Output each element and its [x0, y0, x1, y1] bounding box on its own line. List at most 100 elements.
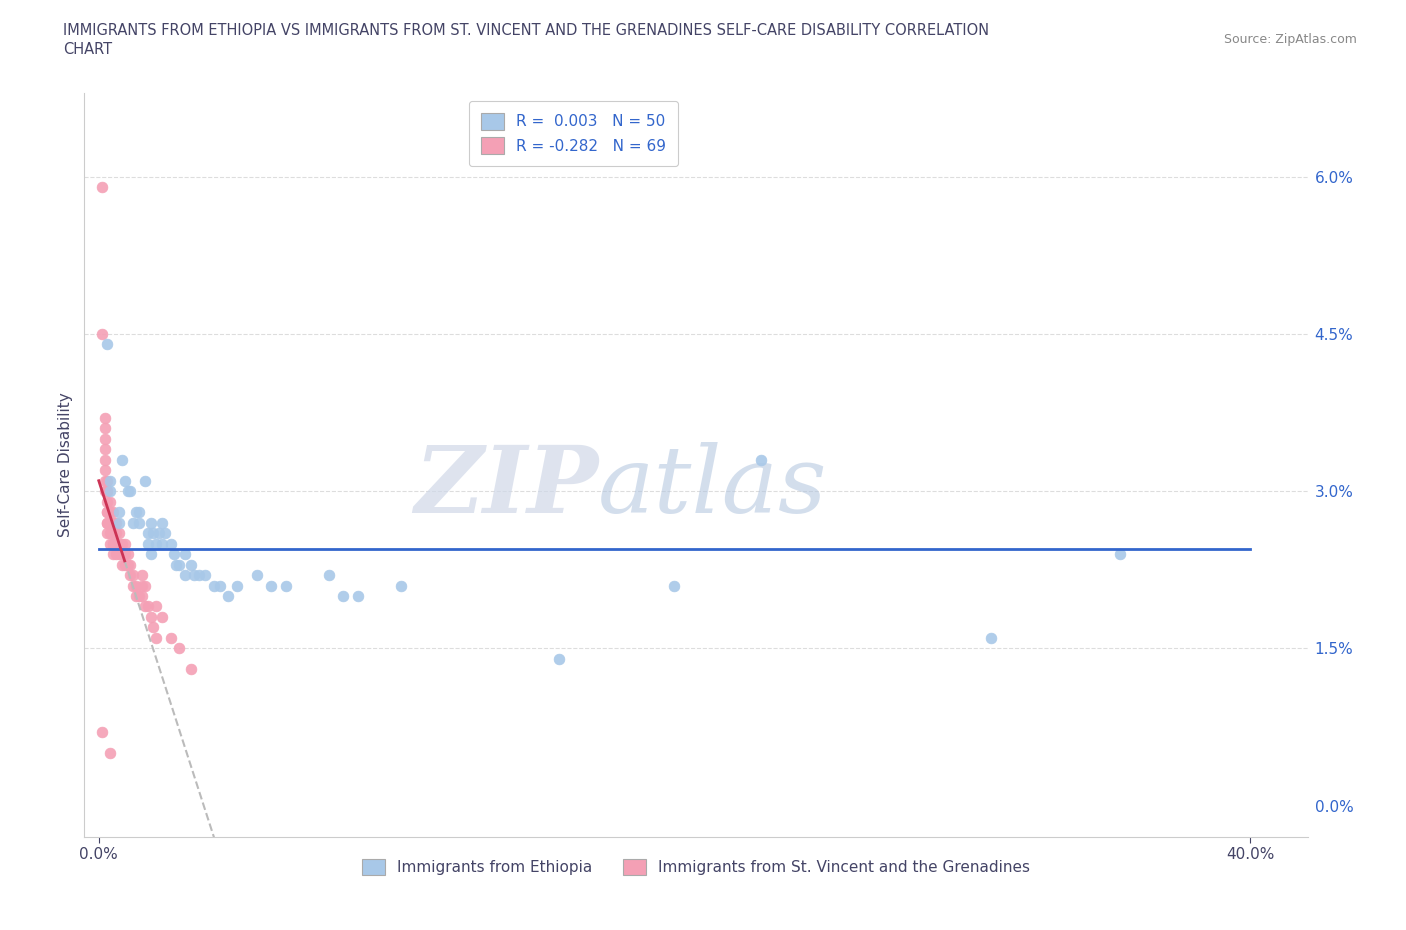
- Point: [105, 547, 128, 562]
- Point: [159, 537, 181, 551]
- Point: [128, 515, 150, 530]
- Point: [105, 525, 128, 540]
- Point: [194, 567, 217, 582]
- Point: [169, 557, 191, 572]
- Point: [183, 567, 205, 582]
- Point: [162, 547, 184, 562]
- Point: [139, 515, 162, 530]
- Point: [136, 537, 159, 551]
- Point: [145, 631, 167, 645]
- Point: [90, 179, 112, 194]
- Point: [153, 525, 176, 540]
- Point: [101, 537, 124, 551]
- Point: [980, 631, 1002, 645]
- Point: [246, 567, 269, 582]
- Point: [108, 547, 131, 562]
- Point: [749, 452, 772, 467]
- Point: [98, 473, 121, 488]
- Y-axis label: Self-Care Disability: Self-Care Disability: [58, 392, 73, 538]
- Point: [180, 557, 202, 572]
- Point: [131, 589, 153, 604]
- Point: [93, 410, 115, 425]
- Text: IMMIGRANTS FROM ETHIOPIA VS IMMIGRANTS FROM ST. VINCENT AND THE GRENADINES SELF-: IMMIGRANTS FROM ETHIOPIA VS IMMIGRANTS F…: [63, 23, 990, 38]
- Point: [150, 537, 173, 551]
- Point: [90, 326, 112, 341]
- Text: ZIP: ZIP: [413, 443, 598, 532]
- Point: [101, 515, 124, 530]
- Point: [169, 641, 191, 656]
- Point: [139, 609, 162, 624]
- Point: [108, 537, 131, 551]
- Point: [96, 473, 118, 488]
- Point: [125, 589, 148, 604]
- Point: [114, 537, 136, 551]
- Point: [217, 589, 239, 604]
- Point: [346, 589, 368, 604]
- Point: [188, 567, 211, 582]
- Point: [389, 578, 412, 593]
- Point: [98, 537, 121, 551]
- Point: [108, 505, 131, 520]
- Point: [131, 578, 153, 593]
- Point: [98, 525, 121, 540]
- Point: [96, 515, 118, 530]
- Point: [101, 505, 124, 520]
- Point: [318, 567, 340, 582]
- Point: [166, 557, 188, 572]
- Point: [105, 537, 128, 551]
- Point: [125, 505, 148, 520]
- Point: [96, 505, 118, 520]
- Point: [98, 494, 121, 509]
- Point: [96, 505, 118, 520]
- Point: [96, 337, 118, 352]
- Point: [108, 515, 131, 530]
- Point: [128, 589, 150, 604]
- Point: [98, 746, 121, 761]
- Text: Source: ZipAtlas.com: Source: ZipAtlas.com: [1223, 33, 1357, 46]
- Point: [159, 631, 181, 645]
- Point: [98, 484, 121, 498]
- Point: [96, 515, 118, 530]
- Point: [98, 505, 121, 520]
- Point: [93, 473, 115, 488]
- Point: [664, 578, 686, 593]
- Legend: Immigrants from Ethiopia, Immigrants from St. Vincent and the Grenadines: Immigrants from Ethiopia, Immigrants fro…: [356, 853, 1036, 882]
- Point: [120, 567, 142, 582]
- Text: CHART: CHART: [63, 42, 112, 57]
- Point: [93, 484, 115, 498]
- Point: [114, 557, 136, 572]
- Point: [120, 557, 142, 572]
- Point: [225, 578, 247, 593]
- Point: [114, 547, 136, 562]
- Point: [134, 599, 156, 614]
- Text: atlas: atlas: [598, 443, 828, 532]
- Point: [111, 537, 134, 551]
- Point: [1109, 547, 1132, 562]
- Point: [93, 442, 115, 457]
- Point: [101, 537, 124, 551]
- Point: [260, 578, 283, 593]
- Point: [274, 578, 297, 593]
- Point: [98, 515, 121, 530]
- Point: [96, 494, 118, 509]
- Point: [134, 473, 156, 488]
- Point: [128, 505, 150, 520]
- Point: [332, 589, 354, 604]
- Point: [145, 537, 167, 551]
- Point: [117, 557, 139, 572]
- Point: [548, 651, 571, 666]
- Point: [150, 515, 173, 530]
- Point: [98, 515, 121, 530]
- Point: [208, 578, 231, 593]
- Point: [125, 578, 148, 593]
- Point: [145, 599, 167, 614]
- Point: [90, 724, 112, 739]
- Point: [180, 662, 202, 677]
- Point: [148, 525, 170, 540]
- Point: [96, 484, 118, 498]
- Point: [117, 484, 139, 498]
- Point: [139, 547, 162, 562]
- Point: [105, 515, 128, 530]
- Point: [114, 473, 136, 488]
- Point: [111, 452, 134, 467]
